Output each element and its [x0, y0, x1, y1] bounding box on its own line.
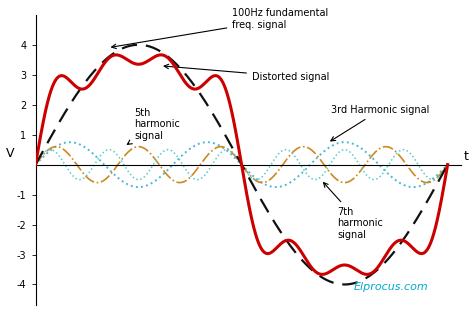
Text: Elprocus.com: Elprocus.com	[354, 282, 428, 292]
Text: t: t	[464, 150, 469, 163]
Text: Distorted signal: Distorted signal	[164, 64, 329, 82]
Text: 100Hz fundamental
freq. signal: 100Hz fundamental freq. signal	[112, 8, 328, 49]
Y-axis label: V: V	[6, 147, 14, 160]
Text: 5th
harmonic
signal: 5th harmonic signal	[128, 108, 180, 144]
Text: 7th
harmonic
signal: 7th harmonic signal	[324, 183, 383, 240]
Text: 3rd Harmonic signal: 3rd Harmonic signal	[331, 105, 429, 141]
